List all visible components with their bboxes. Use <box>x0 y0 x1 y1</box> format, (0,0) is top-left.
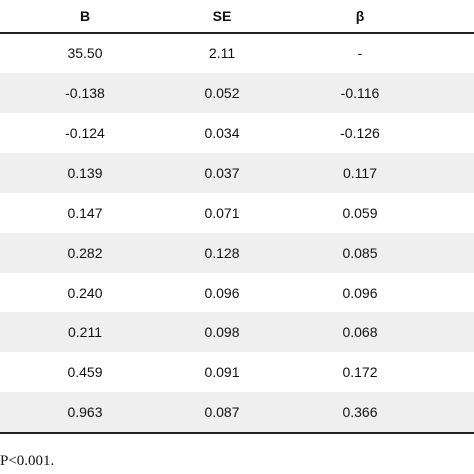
table-cell: 0.068 <box>342 324 378 341</box>
table-row: 0.282 0.128 0.085 <box>0 232 474 273</box>
table-cell: 0.147 <box>67 204 103 221</box>
table-cell: 0.096 <box>342 284 378 301</box>
table-row: 0.459 0.091 0.172 <box>0 352 474 392</box>
table-cell: 0.282 <box>67 244 103 261</box>
table-cell: 0.087 <box>204 404 240 421</box>
table-cell: -0.138 <box>65 85 105 102</box>
column-header: β <box>355 8 365 24</box>
table-cell: 0.172 <box>342 364 378 381</box>
table-cell: 0.037 <box>204 164 240 181</box>
table-cell: 0.459 <box>67 364 103 381</box>
table-cell: 0.128 <box>204 244 240 261</box>
table-cell: 35.50 <box>67 45 103 62</box>
table-cell: 0.963 <box>67 404 103 421</box>
table-row: 0.963 0.087 0.366 <box>0 392 474 432</box>
table-cell: 0.240 <box>67 284 103 301</box>
table-cell: 0.366 <box>342 404 378 421</box>
table-cell: 0.098 <box>204 324 240 341</box>
table-cell: 0.071 <box>204 204 240 221</box>
table-row: 0.240 0.096 0.096 <box>0 273 474 313</box>
table-cell: 0.096 <box>204 284 240 301</box>
table-row: -0.138 0.052 -0.116 <box>0 73 474 114</box>
table-cell: 0.091 <box>204 364 240 381</box>
table-row: 0.139 0.037 0.117 <box>0 153 474 193</box>
table-cell: 0.052 <box>204 85 240 102</box>
header-rule <box>0 32 474 34</box>
table-cell: - <box>357 45 363 62</box>
table-row: 35.50 2.11 - <box>0 34 474 74</box>
table-cell: 2.11 <box>208 45 236 62</box>
table-cell: 0.139 <box>67 164 103 181</box>
table-row: 0.211 0.098 0.068 <box>0 312 474 353</box>
table-cell: -0.116 <box>340 85 380 102</box>
footnote: P<0.001. <box>0 453 55 469</box>
column-header: B <box>79 8 91 24</box>
table-row: 0.147 0.071 0.059 <box>0 193 474 233</box>
table-row: -0.124 0.034 -0.126 <box>0 113 474 153</box>
table-cell: -0.124 <box>65 125 105 142</box>
bottom-rule <box>0 432 474 434</box>
table-cell: 0.085 <box>342 244 378 261</box>
table-cell: 0.059 <box>342 204 378 221</box>
table-cell: 0.117 <box>343 164 377 181</box>
table-header: B SE β <box>0 0 474 32</box>
column-header: SE <box>212 8 232 24</box>
table-cell: 0.211 <box>68 324 102 341</box>
table-cell: 0.034 <box>204 125 240 142</box>
table-cell: -0.126 <box>340 125 380 142</box>
